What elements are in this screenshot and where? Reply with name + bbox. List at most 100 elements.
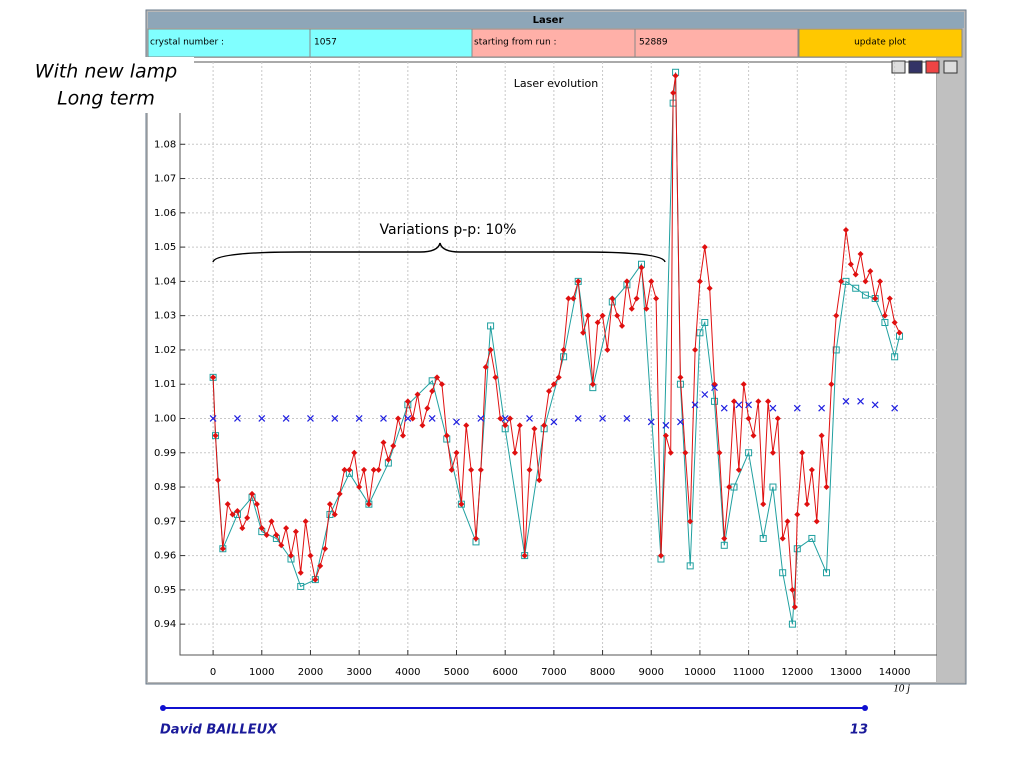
data-point <box>745 449 753 457</box>
x-tick-label: 3000 <box>346 667 371 678</box>
data-point <box>249 490 256 497</box>
data-point <box>619 322 626 329</box>
data-point <box>765 398 772 405</box>
data-point <box>239 525 246 532</box>
data-point <box>380 439 387 446</box>
data-point <box>346 466 353 473</box>
data-point <box>375 466 382 473</box>
data-point <box>842 226 849 233</box>
data-point <box>779 569 787 577</box>
tool-icon[interactable] <box>908 60 923 74</box>
data-point <box>793 545 801 553</box>
data-point <box>212 432 219 439</box>
title-bar <box>148 12 964 28</box>
data-point <box>614 312 621 319</box>
data-point <box>794 511 801 518</box>
update-button[interactable] <box>798 28 963 58</box>
data-point <box>687 518 694 525</box>
data-point <box>852 271 859 278</box>
author: David BAILLEUX <box>160 723 278 738</box>
data-point <box>628 305 635 312</box>
data-point <box>292 528 299 535</box>
data-point <box>560 353 568 361</box>
field-label <box>147 28 311 58</box>
data-point <box>570 295 577 302</box>
data-point <box>351 449 358 456</box>
x-tick-label: 5000 <box>444 667 469 678</box>
data-point <box>244 514 251 521</box>
data-point <box>750 432 757 439</box>
data-point <box>526 415 533 422</box>
data-point <box>336 490 343 497</box>
data-point <box>711 384 718 392</box>
data-point <box>210 374 217 381</box>
data-point <box>468 466 475 473</box>
tool-icon[interactable] <box>891 60 906 74</box>
data-point <box>808 534 816 542</box>
data-point <box>297 582 305 590</box>
data-point <box>726 484 733 491</box>
annotation: Variations p-p: 10% <box>380 222 517 238</box>
data-point <box>701 244 708 251</box>
data-point <box>740 381 747 388</box>
data-point <box>365 501 372 508</box>
data-point <box>502 422 509 429</box>
x-tick-label: 4000 <box>395 667 420 678</box>
toolbar <box>891 60 958 74</box>
y-tick-label: 0.96 <box>154 551 176 562</box>
data-point <box>774 415 781 422</box>
data-point <box>677 418 684 426</box>
data-point <box>487 322 495 330</box>
x-tick-label: 8000 <box>590 667 615 678</box>
data-point <box>209 415 217 422</box>
data-point <box>701 319 709 327</box>
data-point <box>760 501 767 508</box>
data-point <box>287 552 294 559</box>
data-point <box>458 501 465 508</box>
x-tick-label: 2000 <box>298 667 323 678</box>
data-point <box>409 415 416 422</box>
data-point <box>623 278 630 285</box>
data-point <box>861 291 869 299</box>
data-point <box>720 541 728 549</box>
data-point <box>647 418 655 426</box>
data-point <box>838 278 845 285</box>
y-tick-label: 1.06 <box>154 208 176 219</box>
y-tick-label: 1.00 <box>154 413 176 424</box>
data-point <box>828 381 835 388</box>
data-point <box>818 432 825 439</box>
x-tick-label: 12000 <box>781 667 813 678</box>
data-point <box>385 456 392 463</box>
data-point <box>428 415 436 422</box>
data-point <box>696 278 703 285</box>
run-value: 52889 <box>639 38 668 48</box>
data-point <box>716 449 723 456</box>
data-point <box>788 620 796 628</box>
data-point <box>842 397 850 405</box>
data-point <box>857 397 864 405</box>
data-point <box>224 501 231 508</box>
data-point <box>670 89 677 96</box>
data-point <box>268 518 275 525</box>
y-tick-label: 1.02 <box>154 345 176 356</box>
data-point <box>594 319 601 326</box>
data-point <box>896 329 903 336</box>
data-point <box>380 415 387 422</box>
data-point <box>599 415 606 422</box>
tool-icon[interactable] <box>925 60 940 74</box>
data-point <box>507 415 514 422</box>
data-point <box>677 374 684 381</box>
data-point <box>214 477 221 484</box>
data-point <box>721 535 728 542</box>
data-point <box>501 415 509 422</box>
y-tick-label: 0.94 <box>154 619 176 630</box>
data-point <box>283 525 290 532</box>
y-tick-label: 0.97 <box>154 516 176 527</box>
data-point <box>234 415 241 422</box>
data-point <box>516 422 523 429</box>
plot: 0.94 0.95 0.96 0.97 0.98 0.99 1.00 1.01 1.02 1.03… <box>154 62 937 678</box>
tool-icon[interactable] <box>943 60 958 74</box>
run-input[interactable] <box>634 28 799 58</box>
data-point <box>857 250 864 257</box>
